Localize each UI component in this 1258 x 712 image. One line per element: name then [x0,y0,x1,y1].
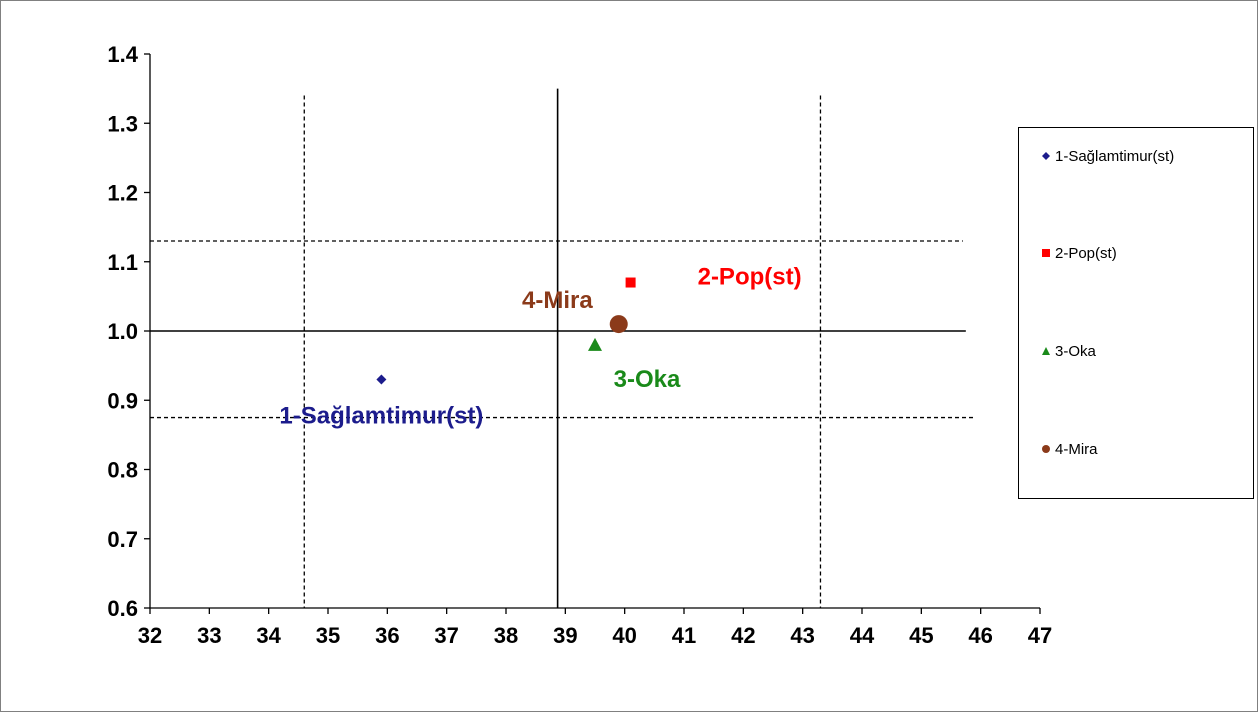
x-tick-label: 40 [612,623,636,648]
legend-item-oka: 3-Oka [1041,341,1096,361]
x-tick-label: 37 [434,623,458,648]
point-label: 2-Pop(st) [698,264,802,291]
x-tick-label: 43 [790,623,814,648]
point-diamond-marker [376,374,387,385]
legend-item-saglamtimur: 1-Sağlamtimur(st) [1041,146,1174,166]
x-tick-label: 33 [197,623,221,648]
y-tick-label: 1.2 [107,181,138,206]
legend-diamond-marker [1042,152,1050,160]
x-tick-label: 36 [375,623,399,648]
y-tick-label: 0.6 [107,596,138,621]
legend-triangle-marker [1042,347,1050,355]
y-tick-label: 1.3 [107,111,138,136]
point-label: 1-Sağlamtimur(st) [279,402,483,429]
x-tick-label: 34 [256,623,281,648]
point-circle-marker [609,315,628,334]
y-tick-label: 1.0 [107,319,138,344]
x-tick-label: 38 [494,623,518,648]
y-tick-label: 0.9 [107,388,138,413]
legend-label-mira: 4-Mira [1055,440,1098,458]
point-triangle-marker [588,337,602,351]
legend-item-pop: 2-Pop(st) [1041,243,1117,263]
x-tick-label: 32 [138,623,162,648]
legend-item-mira: 4-Mira [1041,439,1098,459]
y-tick-label: 0.8 [107,458,138,483]
x-tick-label: 45 [909,623,933,648]
legend: 1-Sağlamtimur(st) 2-Pop(st) 3-Oka 4-Mira [1018,127,1254,499]
point-label: 4-Mira [522,287,593,314]
x-tick-label: 35 [316,623,340,648]
legend-label-oka: 3-Oka [1055,342,1096,360]
x-tick-label: 44 [850,623,875,648]
legend-circle-marker [1042,445,1050,453]
y-tick-label: 1.1 [107,250,138,275]
point-square-marker [625,277,636,288]
y-tick-label: 1.4 [107,42,138,67]
legend-square-marker [1042,249,1050,257]
point-label: 3-Oka [614,366,681,393]
legend-label-saglamtimur: 1-Sağlamtimur(st) [1055,147,1175,165]
x-tick-label: 41 [672,623,696,648]
legend-label-pop: 2-Pop(st) [1055,244,1117,262]
x-tick-label: 46 [968,623,992,648]
x-tick-label: 39 [553,623,577,648]
x-tick-label: 42 [731,623,755,648]
y-tick-label: 0.7 [107,527,138,552]
x-tick-label: 47 [1028,623,1052,648]
